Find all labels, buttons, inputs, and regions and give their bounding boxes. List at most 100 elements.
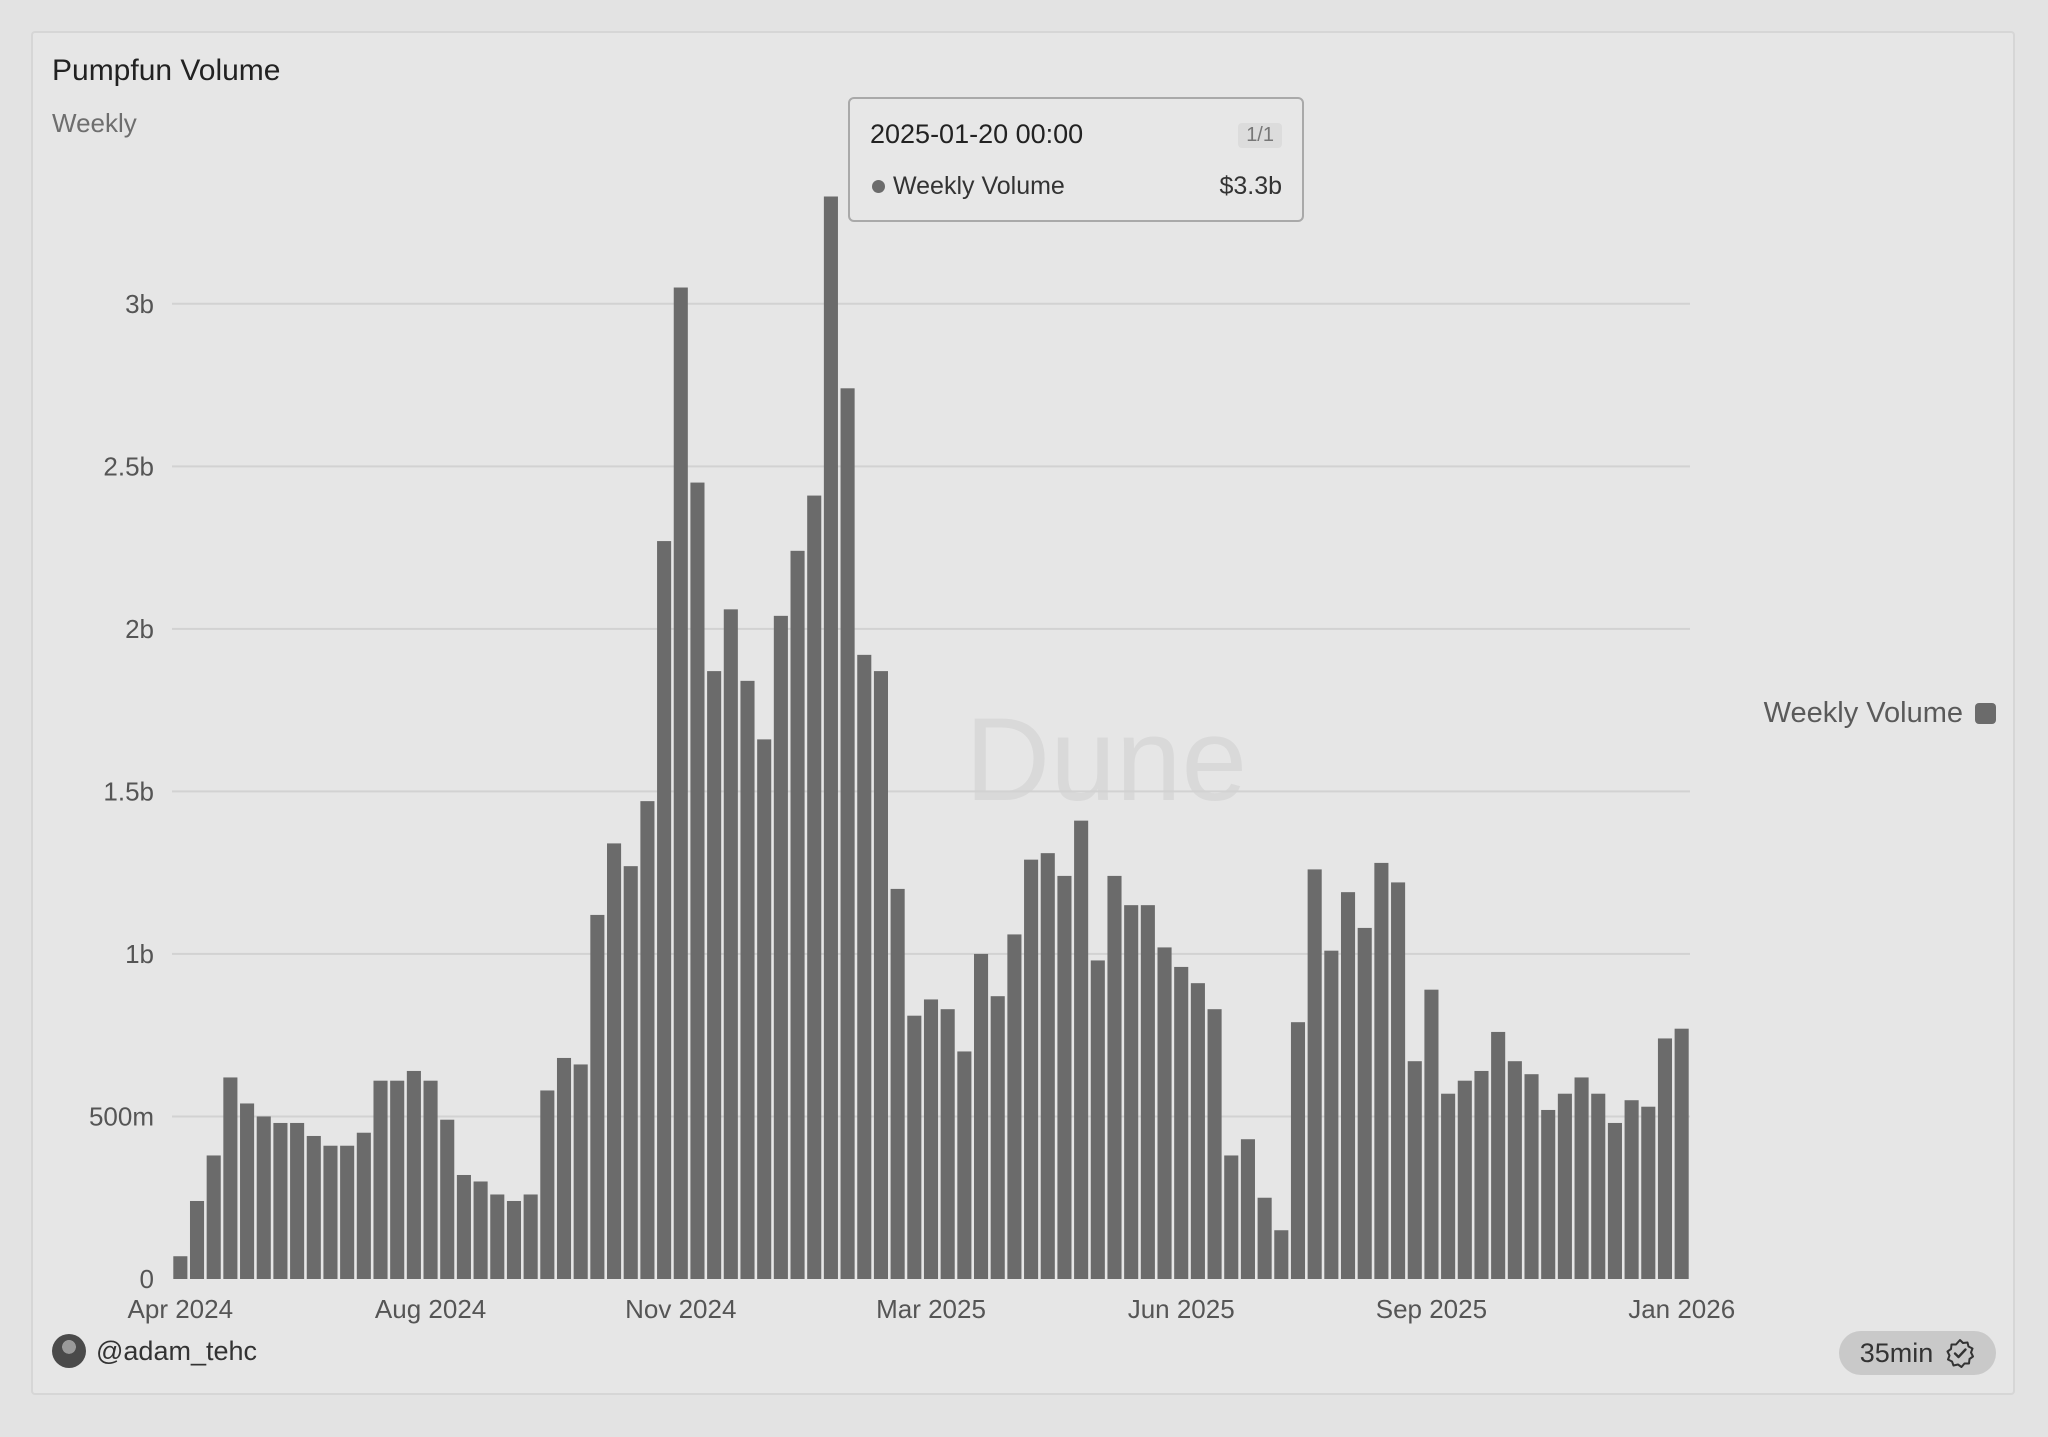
bar[interactable] bbox=[1424, 989, 1439, 1279]
bar[interactable] bbox=[1591, 1093, 1606, 1279]
bar[interactable] bbox=[957, 1051, 972, 1279]
bar[interactable] bbox=[256, 1116, 271, 1279]
bars[interactable] bbox=[173, 196, 1689, 1280]
bar[interactable] bbox=[406, 1070, 421, 1279]
bar[interactable] bbox=[723, 609, 738, 1279]
bar[interactable] bbox=[1557, 1093, 1572, 1279]
bar[interactable] bbox=[1274, 1230, 1289, 1279]
bar[interactable] bbox=[356, 1132, 371, 1279]
bar[interactable] bbox=[1357, 927, 1372, 1279]
bar[interactable] bbox=[1040, 853, 1055, 1279]
bar[interactable] bbox=[907, 1015, 922, 1279]
bar[interactable] bbox=[573, 1064, 588, 1279]
author[interactable]: @adam_tehc bbox=[52, 1334, 257, 1368]
bar[interactable] bbox=[1307, 869, 1322, 1279]
bar[interactable] bbox=[423, 1080, 438, 1279]
bar[interactable] bbox=[1657, 1038, 1673, 1279]
bar[interactable] bbox=[1290, 1022, 1306, 1279]
bar[interactable] bbox=[1574, 1077, 1589, 1279]
bar[interactable] bbox=[974, 953, 989, 1279]
bar[interactable] bbox=[1324, 950, 1339, 1279]
bar[interactable] bbox=[1207, 1009, 1222, 1279]
legend[interactable]: Weekly Volume bbox=[1764, 697, 1996, 730]
bar[interactable] bbox=[556, 1057, 572, 1279]
bar[interactable] bbox=[940, 1009, 955, 1279]
bar[interactable] bbox=[1340, 892, 1356, 1279]
bar[interactable] bbox=[373, 1080, 388, 1279]
bar[interactable] bbox=[923, 999, 939, 1279]
bar[interactable] bbox=[1240, 1139, 1255, 1279]
bar[interactable] bbox=[473, 1181, 488, 1279]
bar[interactable] bbox=[823, 196, 838, 1280]
bar[interactable] bbox=[990, 996, 1005, 1279]
bar[interactable] bbox=[540, 1090, 555, 1279]
bar[interactable] bbox=[657, 541, 672, 1279]
legend-item-weekly-volume[interactable]: Weekly Volume bbox=[1763, 697, 1963, 729]
bar[interactable] bbox=[440, 1119, 455, 1279]
bar[interactable] bbox=[740, 680, 755, 1279]
bar[interactable] bbox=[323, 1145, 338, 1279]
bar[interactable] bbox=[623, 866, 638, 1279]
bar[interactable] bbox=[1474, 1070, 1489, 1279]
bar[interactable] bbox=[390, 1080, 405, 1279]
bar[interactable] bbox=[673, 287, 688, 1279]
bar[interactable] bbox=[1174, 966, 1189, 1279]
bar[interactable] bbox=[1090, 960, 1105, 1279]
bar[interactable] bbox=[1607, 1122, 1622, 1279]
bar[interactable] bbox=[1107, 875, 1122, 1279]
bar[interactable] bbox=[1007, 934, 1022, 1279]
bar[interactable] bbox=[1257, 1197, 1272, 1279]
bar[interactable] bbox=[1224, 1155, 1239, 1279]
bar[interactable] bbox=[773, 615, 788, 1279]
bar[interactable] bbox=[1374, 862, 1389, 1279]
bar[interactable] bbox=[523, 1194, 538, 1279]
refresh-age: 35min bbox=[1859, 1337, 1934, 1368]
bar[interactable] bbox=[240, 1103, 255, 1279]
bar[interactable] bbox=[1541, 1109, 1556, 1279]
bar[interactable] bbox=[1624, 1100, 1639, 1279]
bar[interactable] bbox=[1124, 905, 1139, 1279]
bar[interactable] bbox=[1190, 983, 1205, 1279]
bar[interactable] bbox=[873, 671, 888, 1279]
bar[interactable] bbox=[506, 1200, 522, 1279]
bar[interactable] bbox=[1524, 1074, 1539, 1279]
bar[interactable] bbox=[206, 1155, 221, 1279]
bar[interactable] bbox=[690, 482, 705, 1279]
bar[interactable] bbox=[1140, 905, 1155, 1279]
bar[interactable] bbox=[273, 1122, 288, 1279]
bar[interactable] bbox=[790, 550, 805, 1279]
bar[interactable] bbox=[1391, 882, 1406, 1279]
bar[interactable] bbox=[306, 1135, 321, 1279]
author-name[interactable]: @adam_tehc bbox=[96, 1335, 257, 1366]
bar[interactable] bbox=[840, 388, 855, 1279]
bar[interactable] bbox=[1441, 1093, 1456, 1279]
bar[interactable] bbox=[223, 1077, 238, 1279]
bar[interactable] bbox=[857, 654, 872, 1279]
bar[interactable] bbox=[590, 914, 605, 1279]
bar[interactable] bbox=[456, 1174, 471, 1279]
bar[interactable] bbox=[890, 888, 905, 1279]
bar[interactable] bbox=[757, 739, 772, 1279]
bar[interactable] bbox=[290, 1122, 305, 1279]
bar[interactable] bbox=[1074, 820, 1089, 1279]
bar[interactable] bbox=[189, 1200, 205, 1279]
bar[interactable] bbox=[1507, 1061, 1522, 1279]
bar[interactable] bbox=[707, 671, 722, 1279]
bar[interactable] bbox=[1057, 875, 1072, 1279]
bar[interactable] bbox=[490, 1194, 505, 1279]
bar[interactable] bbox=[1157, 947, 1172, 1279]
bar[interactable] bbox=[1674, 1028, 1689, 1279]
bar[interactable] bbox=[1641, 1106, 1656, 1279]
bar[interactable] bbox=[640, 801, 655, 1279]
avatar[interactable] bbox=[52, 1334, 86, 1368]
bar[interactable] bbox=[807, 495, 822, 1279]
bar[interactable] bbox=[607, 843, 622, 1279]
refresh-status-badge[interactable]: 35min bbox=[1839, 1331, 1996, 1375]
bar[interactable] bbox=[1491, 1031, 1506, 1279]
bar[interactable] bbox=[1024, 859, 1039, 1279]
bar[interactable] bbox=[1407, 1061, 1422, 1279]
bar[interactable] bbox=[173, 1256, 188, 1279]
bar[interactable] bbox=[1457, 1080, 1472, 1279]
bar[interactable] bbox=[340, 1145, 355, 1279]
